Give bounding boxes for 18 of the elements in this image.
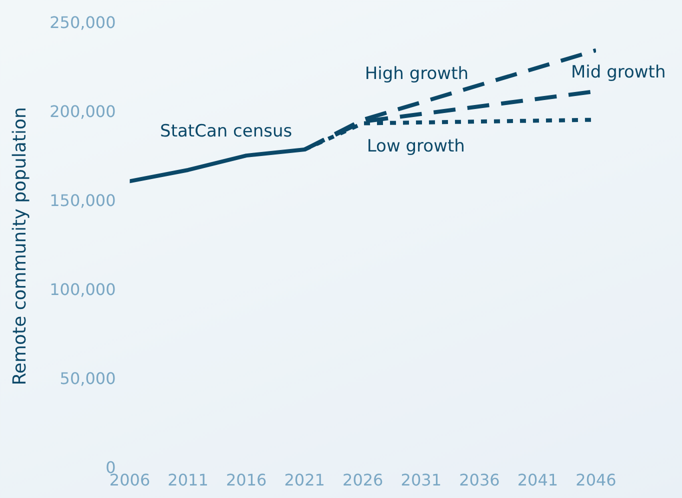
y-tick-label: 100,000 bbox=[50, 280, 116, 299]
y-axis-title: Remote community population bbox=[9, 107, 30, 386]
y-tick-label: 150,000 bbox=[50, 190, 116, 210]
series-label: Low growth bbox=[366, 136, 465, 157]
x-tick-label: 2011 bbox=[168, 470, 208, 490]
x-tick-label: 2036 bbox=[459, 470, 500, 490]
x-tick-label: 2046 bbox=[576, 470, 616, 490]
x-tick-label: 2016 bbox=[226, 470, 267, 490]
x-tick-label: 2041 bbox=[517, 470, 558, 490]
x-tick-label: 2026 bbox=[342, 470, 384, 490]
series-label: High growth bbox=[364, 64, 469, 84]
series-label: StatCan census bbox=[160, 121, 292, 142]
y-tick-label: 200,000 bbox=[50, 102, 116, 121]
x-tick-label: 2031 bbox=[400, 470, 442, 490]
series-label: Mid growth bbox=[571, 62, 666, 83]
y-tick-label: 250,000 bbox=[50, 12, 116, 32]
y-tick-label: 50,000 bbox=[60, 368, 116, 388]
x-tick-label: 2021 bbox=[284, 470, 325, 490]
